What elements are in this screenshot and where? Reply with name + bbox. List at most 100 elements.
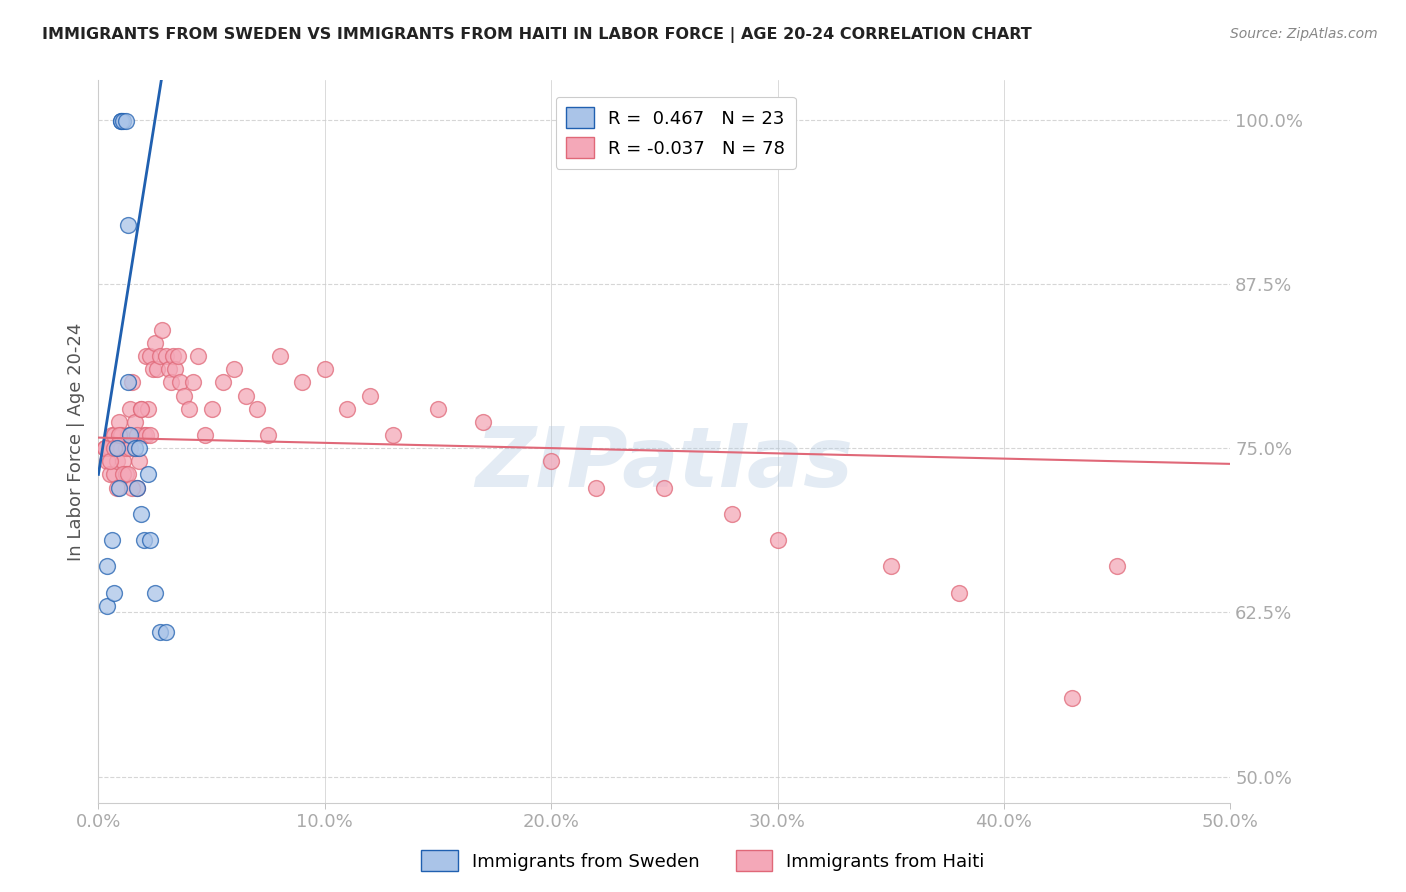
- Point: [143, 336, 166, 351]
- Point: [142, 362, 165, 376]
- Point: [135, 428, 157, 442]
- Point: [359, 388, 381, 402]
- Point: [139, 349, 162, 363]
- Point: [162, 349, 184, 363]
- Point: [257, 428, 280, 442]
- Point: [128, 441, 150, 455]
- Point: [472, 415, 495, 429]
- Point: [112, 467, 135, 482]
- Point: [160, 376, 183, 390]
- Point: [101, 428, 124, 442]
- Text: IMMIGRANTS FROM SWEDEN VS IMMIGRANTS FROM HAITI IN LABOR FORCE | AGE 20-24 CORRE: IMMIGRANTS FROM SWEDEN VS IMMIGRANTS FRO…: [42, 27, 1032, 43]
- Point: [948, 585, 970, 599]
- Point: [125, 428, 148, 442]
- Point: [766, 533, 789, 547]
- Point: [128, 454, 150, 468]
- Point: [120, 401, 142, 416]
- Point: [96, 599, 118, 613]
- Point: [98, 454, 121, 468]
- Point: [107, 428, 129, 442]
- Point: [166, 349, 188, 363]
- Point: [212, 376, 235, 390]
- Point: [94, 441, 117, 455]
- Point: [314, 362, 336, 376]
- Y-axis label: In Labor Force | Age 20-24: In Labor Force | Age 20-24: [66, 322, 84, 561]
- Point: [652, 481, 676, 495]
- Point: [114, 441, 136, 455]
- Point: [155, 625, 177, 640]
- Point: [125, 481, 148, 495]
- Point: [880, 559, 903, 574]
- Point: [107, 415, 129, 429]
- Point: [110, 441, 132, 455]
- Text: Source: ZipAtlas.com: Source: ZipAtlas.com: [1230, 27, 1378, 41]
- Point: [114, 114, 136, 128]
- Point: [269, 349, 291, 363]
- Point: [117, 376, 139, 390]
- Point: [139, 533, 162, 547]
- Point: [131, 507, 153, 521]
- Point: [107, 481, 129, 495]
- Point: [114, 467, 136, 482]
- Legend: R =  0.467   N = 23, R = -0.037   N = 78: R = 0.467 N = 23, R = -0.037 N = 78: [555, 96, 796, 169]
- Point: [427, 401, 450, 416]
- Point: [117, 428, 139, 442]
- Point: [117, 218, 139, 232]
- Point: [194, 428, 217, 442]
- Point: [105, 481, 128, 495]
- Point: [110, 114, 132, 128]
- Point: [103, 585, 125, 599]
- Point: [169, 376, 191, 390]
- Point: [336, 401, 359, 416]
- Point: [103, 428, 125, 442]
- Point: [173, 388, 195, 402]
- Point: [201, 401, 224, 416]
- Point: [131, 401, 153, 416]
- Point: [132, 428, 155, 442]
- Text: ZIPatlas: ZIPatlas: [475, 423, 853, 504]
- Point: [112, 454, 135, 468]
- Point: [132, 533, 155, 547]
- Point: [121, 481, 143, 495]
- Point: [155, 349, 177, 363]
- Point: [105, 454, 128, 468]
- Point: [131, 401, 153, 416]
- Point: [148, 625, 170, 640]
- Point: [124, 415, 146, 429]
- Point: [540, 454, 562, 468]
- Point: [143, 585, 166, 599]
- Point: [135, 349, 157, 363]
- Point: [146, 362, 169, 376]
- Point: [1060, 690, 1083, 705]
- Point: [585, 481, 607, 495]
- Point: [125, 481, 148, 495]
- Point: [120, 441, 142, 455]
- Point: [121, 376, 143, 390]
- Point: [101, 533, 124, 547]
- Point: [98, 441, 121, 455]
- Point: [112, 114, 135, 128]
- Point: [381, 428, 404, 442]
- Point: [721, 507, 744, 521]
- Point: [165, 362, 187, 376]
- Point: [110, 114, 132, 128]
- Point: [103, 441, 125, 455]
- Point: [117, 467, 139, 482]
- Point: [291, 376, 314, 390]
- Point: [136, 467, 159, 482]
- Point: [224, 362, 246, 376]
- Point: [136, 401, 159, 416]
- Point: [183, 376, 205, 390]
- Point: [96, 559, 118, 574]
- Point: [98, 467, 121, 482]
- Point: [110, 428, 132, 442]
- Point: [177, 401, 200, 416]
- Point: [1107, 559, 1129, 574]
- Point: [246, 401, 269, 416]
- Point: [94, 441, 117, 455]
- Point: [157, 362, 180, 376]
- Point: [148, 349, 170, 363]
- Point: [96, 454, 118, 468]
- Point: [150, 323, 173, 337]
- Point: [187, 349, 209, 363]
